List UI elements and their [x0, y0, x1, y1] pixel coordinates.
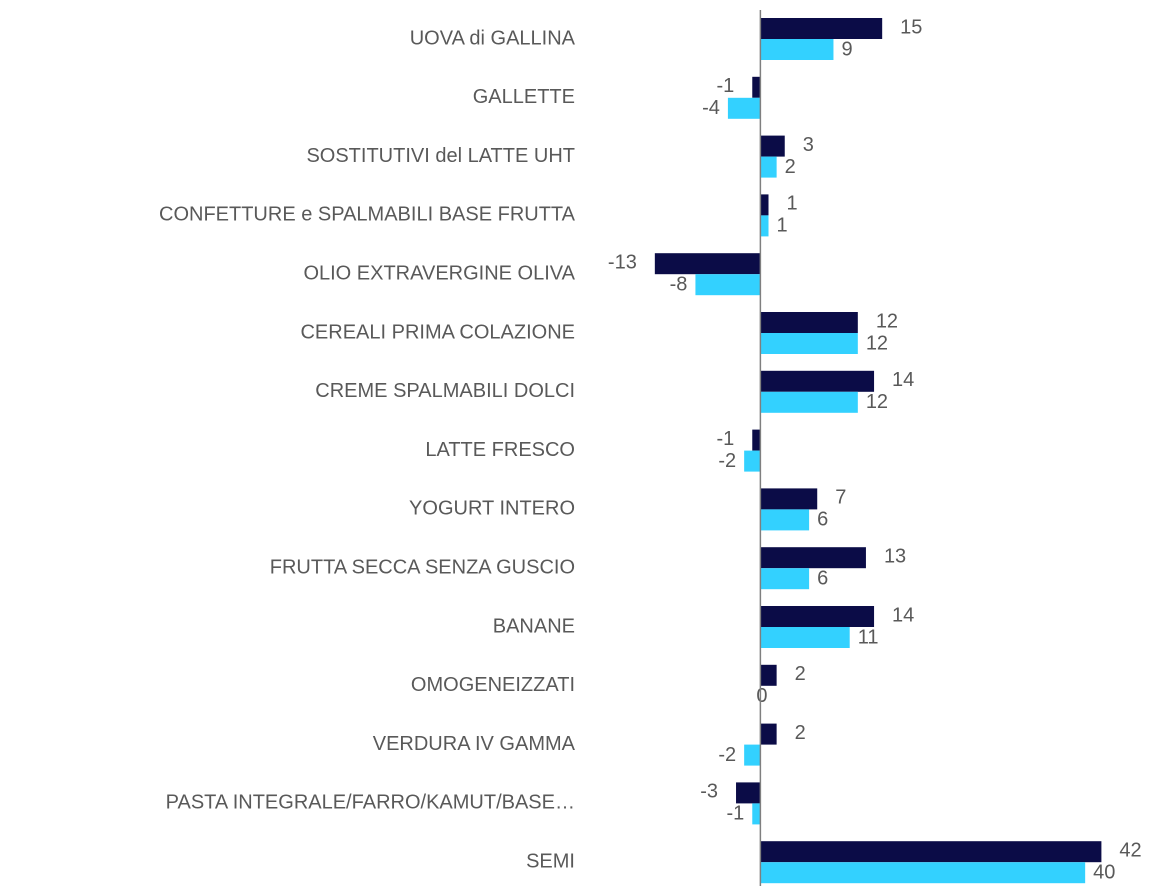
data-label: -4: [702, 97, 720, 119]
category-label: UOVA di GALLINA: [410, 27, 576, 49]
data-label: 1: [777, 215, 788, 237]
bar: [760, 312, 858, 333]
data-label: 11: [858, 626, 879, 648]
data-label: -1: [716, 75, 734, 97]
bar: [760, 862, 1086, 884]
data-label: 7: [835, 487, 846, 509]
data-label: 9: [841, 38, 852, 60]
data-label: 6: [817, 567, 828, 589]
bar: [760, 606, 875, 627]
bar: [760, 333, 858, 354]
category-label: CONFETTURE e SPALMABILI BASE FRUTTA: [159, 204, 576, 226]
bar: [727, 97, 761, 119]
data-label: -13: [608, 251, 637, 273]
data-label: -1: [716, 428, 734, 450]
category-label: OMOGENEIZZATI: [411, 674, 575, 696]
bar: [654, 253, 761, 275]
bar: [760, 664, 777, 686]
data-label: 12: [866, 391, 888, 413]
data-label: 1: [787, 193, 798, 215]
bar: [760, 156, 777, 178]
data-label: 14: [892, 369, 914, 391]
category-label: VERDURA IV GAMMA: [373, 733, 576, 755]
data-label: 15: [900, 16, 922, 38]
bar: [760, 627, 850, 648]
bar: [744, 450, 761, 472]
data-label: 2: [785, 156, 796, 178]
category-label: LATTE FRESCO: [425, 439, 575, 461]
bar: [760, 194, 769, 216]
category-label: YOGURT INTERO: [409, 498, 575, 520]
data-label: 14: [892, 604, 914, 626]
bar: [736, 782, 761, 804]
category-label: FRUTTA SECCA SENZA GUSCIO: [270, 556, 575, 578]
bar: [760, 135, 785, 157]
category-label: BANANE: [493, 615, 575, 637]
bar: [752, 429, 761, 451]
bar: [760, 488, 818, 510]
bar: [760, 509, 810, 531]
bar: [744, 744, 761, 766]
bar: [760, 39, 834, 60]
bar: [760, 18, 883, 39]
category-label: GALLETTE: [473, 86, 575, 108]
data-label: 13: [884, 545, 906, 567]
bar: [695, 274, 761, 296]
bar: [752, 803, 761, 825]
data-label: 40: [1093, 861, 1115, 883]
data-label: 6: [817, 509, 828, 531]
data-label: -2: [718, 744, 736, 766]
data-label: 12: [866, 332, 888, 354]
data-label: -3: [700, 781, 718, 803]
data-label: 12: [876, 310, 898, 332]
data-label: 0: [756, 685, 767, 707]
category-label: OLIO EXTRAVERGINE OLIVA: [303, 262, 575, 284]
bar: [752, 76, 761, 98]
bar: [760, 370, 875, 392]
bar: [760, 547, 866, 569]
bar: [760, 391, 858, 413]
data-label: 2: [795, 722, 806, 744]
category-label: SEMI: [526, 850, 575, 872]
data-label: -1: [726, 803, 744, 825]
data-label: 42: [1119, 839, 1141, 861]
bar: [760, 723, 777, 745]
category-label: CEREALI PRIMA COLAZIONE: [300, 321, 575, 343]
category-label: PASTA INTEGRALE/FARRO/KAMUT/BASE…: [166, 792, 575, 814]
bar: [760, 841, 1102, 863]
data-label: -8: [670, 273, 688, 295]
bar: [760, 568, 810, 590]
data-label: -2: [718, 450, 736, 472]
category-label: SOSTITUTIVI del LATTE UHT: [306, 145, 575, 167]
data-label: 3: [803, 134, 814, 156]
data-label: 2: [795, 663, 806, 685]
bar: [760, 215, 769, 237]
category-label: CREME SPALMABILI DOLCI: [315, 380, 575, 402]
